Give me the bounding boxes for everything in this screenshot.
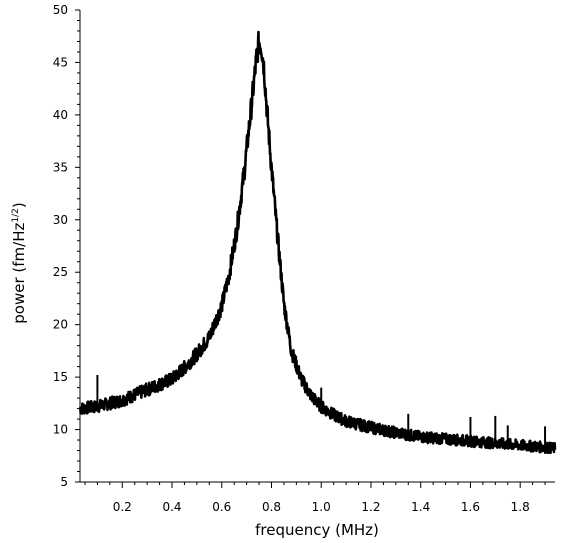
x-tick-label: 1.4 <box>411 500 430 514</box>
x-tick-label: 1.6 <box>461 500 480 514</box>
y-tick-label: 20 <box>53 318 68 332</box>
tick-labels: 5 10 15 20 25 30 35 40 45 50 0.2 0.4 0.6 0.8 1.0 1.2 1.4… <box>53 3 530 514</box>
y-tick-label: 25 <box>53 265 68 279</box>
x-axis-label: frequency (MHz) <box>255 521 379 539</box>
y-axis-label-close: ) <box>10 202 28 208</box>
y-axis-label: power (fm/Hz1/2) <box>10 202 28 323</box>
y-axis-label-main: power (fm/Hz <box>10 223 28 324</box>
y-tick-label: 5 <box>60 475 68 489</box>
y-tick-label: 15 <box>53 370 68 384</box>
x-tick-label: 0.6 <box>212 500 231 514</box>
x-tick-label: 0.8 <box>262 500 281 514</box>
ticks <box>75 9 546 488</box>
x-tick-label: 0.2 <box>113 500 132 514</box>
y-tick-label: 10 <box>53 423 68 437</box>
plot-area <box>78 30 557 455</box>
data-series-line <box>78 30 557 455</box>
y-tick-label: 40 <box>53 108 68 122</box>
x-tick-label: 0.4 <box>162 500 181 514</box>
x-tick-label: 1.2 <box>361 500 380 514</box>
y-tick-label: 35 <box>53 160 68 174</box>
y-tick-label: 30 <box>53 213 68 227</box>
axes <box>79 10 555 483</box>
y-tick-label: 45 <box>53 55 68 69</box>
y-tick-label: 50 <box>53 3 68 17</box>
x-tick-label: 1.8 <box>511 500 530 514</box>
y-axis-label-sup: 1/2 <box>11 208 21 222</box>
x-tick-label: 1.0 <box>312 500 331 514</box>
